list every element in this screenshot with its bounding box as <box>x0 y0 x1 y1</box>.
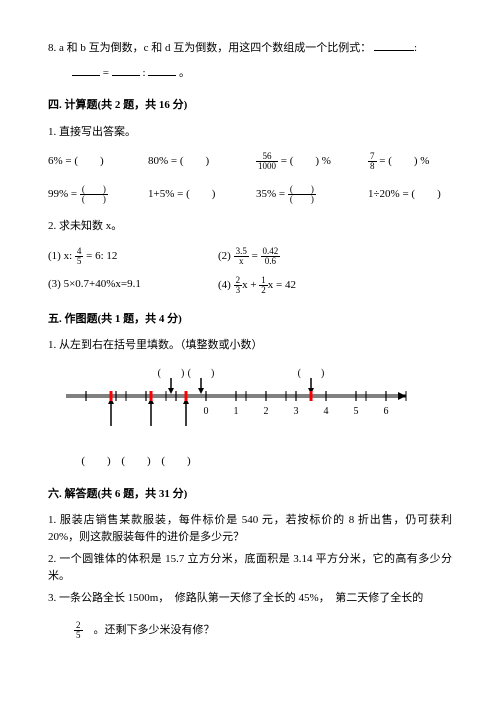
calc-row2: 99% = ( )( ) 1+5% = ( ) 35% = ( )( ) 1÷2… <box>48 185 452 204</box>
svg-text:3: 3 <box>294 406 299 417</box>
cell: 6% = ( ) <box>48 153 148 170</box>
blank <box>374 40 414 51</box>
fraction: ( )( ) <box>288 185 316 204</box>
eq4: (4) 23x + 12x = 42 <box>218 276 452 295</box>
fraction: 12 <box>259 276 268 295</box>
svg-text:( ): ( ) <box>298 368 325 379</box>
under-labels: ( ) ( ) ( ) <box>76 453 452 470</box>
section6-head: 六. 解答题(共 6 题，共 31 分) <box>48 486 452 503</box>
svg-text:( ): ( ) <box>158 368 185 379</box>
svg-text:4: 4 <box>324 406 329 417</box>
q8: 8. a 和 b 互为倒数，c 和 d 互为倒数，用这四个数组成一个比例式： : <box>48 40 452 57</box>
cell: 80% = ( ) <box>148 153 256 170</box>
calc-row1: 6% = ( ) 80% = ( ) 561000 = ( ) % 78 = (… <box>48 152 452 171</box>
section5-head: 五. 作图题(共 1 题，共 4 分) <box>48 311 452 328</box>
svg-text:6: 6 <box>384 406 389 417</box>
s5-q1: 1. 从左到右在括号里填数。（填整数或小数） <box>48 337 452 354</box>
paren: ( ) <box>116 453 156 470</box>
svg-text:5: 5 <box>354 406 359 417</box>
colon: : <box>142 67 145 79</box>
fraction: 25 <box>74 621 83 640</box>
eq-row1: (1) x: 45 = 6: 12 (2) 3.5x = 0.420.6 <box>48 247 452 266</box>
fraction: 23 <box>234 276 243 295</box>
fraction: 78 <box>368 152 377 171</box>
paren: ( ) <box>156 453 196 470</box>
svg-text:( ): ( ) <box>188 368 215 379</box>
eq2: (2) 3.5x = 0.420.6 <box>218 247 452 266</box>
s4-q2: 2. 求未知数 x。 <box>48 218 452 235</box>
number-line-figure: ( )( )( )0123456 <box>56 366 452 450</box>
blank <box>72 65 100 76</box>
svg-text:0: 0 <box>204 406 209 417</box>
section4-head: 四. 计算题(共 2 题，共 16 分) <box>48 97 452 114</box>
svg-text:1: 1 <box>234 406 239 417</box>
q8-text: 8. a 和 b 互为倒数，c 和 d 互为倒数，用这四个数组成一个比例式： <box>48 42 371 54</box>
eq: = <box>103 67 109 79</box>
tail: 。 <box>179 67 190 79</box>
eq3: (3) 5×0.7+40%x=9.1 <box>48 276 218 295</box>
q8-line2: = : 。 <box>72 65 452 82</box>
s6-q3-l2: 25 。还剩下多少米没有修？ <box>74 621 452 640</box>
blank <box>112 65 140 76</box>
s4-q1: 1. 直接写出答案。 <box>48 124 452 141</box>
svg-text:2: 2 <box>264 406 269 417</box>
fraction: ( )( ) <box>80 185 108 204</box>
colon: : <box>414 42 417 54</box>
fraction: 0.420.6 <box>261 247 281 266</box>
s6-q1: 1. 服装店销售某款服装，每件标价是 540 元，若按标价的 8 折出售，仍可获… <box>48 512 452 545</box>
paren: ( ) <box>76 453 116 470</box>
cell: 78 = ( ) % <box>368 152 452 171</box>
cell: 99% = ( )( ) <box>48 185 148 204</box>
s6-q2: 2. 一个圆锥体的体积是 15.7 立方分米，底面积是 3.14 平方分米，它的… <box>48 551 452 584</box>
cell: 1+5% = ( ) <box>148 186 256 203</box>
fraction: 3.5x <box>234 247 249 266</box>
cell: 1÷20% = ( ) <box>368 186 452 203</box>
cell: 35% = ( )( ) <box>256 185 368 204</box>
number-line-svg: ( )( )( )0123456 <box>56 366 426 444</box>
blank <box>148 65 176 76</box>
eq1: (1) x: 45 = 6: 12 <box>48 247 218 266</box>
eq-row2: (3) 5×0.7+40%x=9.1 (4) 23x + 12x = 42 <box>48 276 452 295</box>
cell: 561000 = ( ) % <box>256 152 368 171</box>
s6-q3-l1: 3. 一条公路全长 1500m， 修路队第一天修了全长的 45%， 第二天修了全… <box>48 590 452 607</box>
fraction: 561000 <box>256 152 278 171</box>
